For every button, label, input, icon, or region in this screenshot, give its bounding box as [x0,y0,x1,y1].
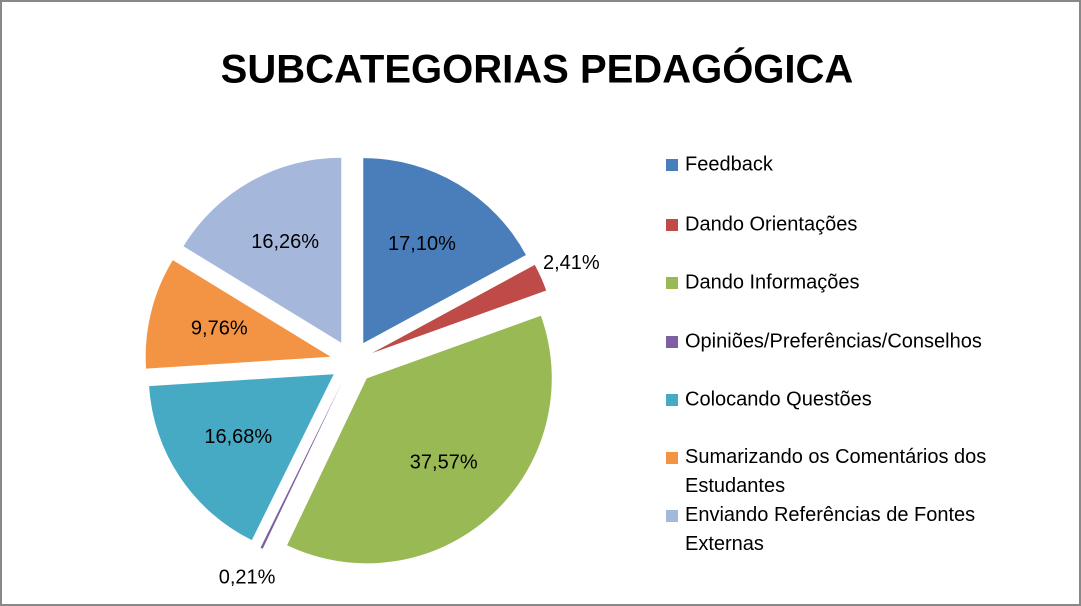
legend-swatch [666,394,678,406]
legend-label: Colocando Questões [685,388,872,410]
pie-slice [372,264,547,354]
data-label: 16,26% [251,231,319,253]
data-label: 9,76% [191,317,248,339]
pie-slice [363,158,526,344]
data-label: 2,41% [543,252,600,274]
pie-slice [149,374,334,541]
legend-label: Opiniões/Preferências/Conselhos [685,330,982,352]
legend-label: Dando Orientações [685,213,857,235]
legend-swatch [666,452,678,464]
data-label: 16,68% [204,426,272,448]
data-label: 37,57% [410,452,478,474]
pie-slice [145,260,331,369]
legend-swatch [666,159,678,171]
legend-swatch [666,219,678,231]
legend-label: Sumarizando os Comentários dos Estudante… [685,446,992,497]
pie-slice [287,315,552,564]
chart-title: SUBCATEGORIAS PEDAGÓGICA [221,46,854,92]
data-label: 17,10% [388,233,456,255]
legend-label: Enviando Referências de Fontes Externas [685,504,981,555]
legend-swatch [666,336,678,348]
legend-label: Feedback [685,153,774,175]
data-label: 0,21% [219,566,276,588]
legend-label: Dando Informações [685,271,860,293]
pie-slice [183,157,342,343]
pie-slice [260,381,343,549]
legend-swatch [666,510,678,522]
legend-swatch [666,277,678,289]
